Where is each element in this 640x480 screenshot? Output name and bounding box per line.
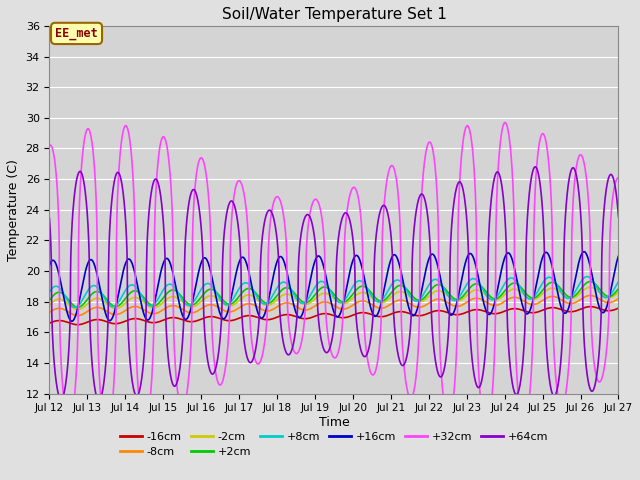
+32cm <box>580 162 588 168</box>
+8cm <box>500 283 508 288</box>
-16cm <box>205 314 212 320</box>
Line: -2cm: -2cm <box>49 288 618 310</box>
+8cm <box>564 296 572 301</box>
+32cm <box>364 353 371 359</box>
+16cm <box>68 318 76 324</box>
-2cm <box>614 289 622 295</box>
-8cm <box>351 301 358 307</box>
Line: -16cm: -16cm <box>49 307 618 324</box>
+2cm <box>564 294 572 300</box>
Line: -8cm: -8cm <box>49 296 618 315</box>
-16cm <box>587 304 595 310</box>
+64cm <box>351 261 358 266</box>
+16cm <box>205 261 212 266</box>
+2cm <box>74 304 82 310</box>
-16cm <box>564 309 572 314</box>
+16cm <box>564 306 572 312</box>
Line: +8cm: +8cm <box>49 276 618 307</box>
+16cm <box>364 289 371 295</box>
-16cm <box>580 305 588 311</box>
+2cm <box>364 285 371 291</box>
+2cm <box>580 282 588 288</box>
+16cm <box>614 253 622 259</box>
-16cm <box>364 310 371 316</box>
Legend: -16cm, -8cm, -2cm, +2cm, +8cm, +16cm, +32cm, +64cm: -16cm, -8cm, -2cm, +2cm, +8cm, +16cm, +3… <box>116 427 552 462</box>
-8cm <box>74 312 81 318</box>
Line: +16cm: +16cm <box>49 252 618 321</box>
+16cm <box>500 258 508 264</box>
-16cm <box>74 322 81 327</box>
-2cm <box>580 287 588 293</box>
+64cm <box>95 398 103 404</box>
Y-axis label: Temperature (C): Temperature (C) <box>7 159 20 261</box>
+2cm <box>45 297 53 303</box>
+2cm <box>586 279 594 285</box>
+64cm <box>364 351 371 357</box>
Text: EE_met: EE_met <box>55 27 98 40</box>
+16cm <box>351 254 358 260</box>
+64cm <box>205 361 212 367</box>
-8cm <box>614 296 622 301</box>
-8cm <box>364 299 371 305</box>
-2cm <box>586 285 594 290</box>
+64cm <box>565 179 573 185</box>
+64cm <box>500 197 508 203</box>
+2cm <box>614 286 622 291</box>
+32cm <box>614 175 622 180</box>
Line: +32cm: +32cm <box>49 122 618 431</box>
X-axis label: Time: Time <box>319 416 349 429</box>
-16cm <box>45 320 53 326</box>
+32cm <box>103 428 111 434</box>
+8cm <box>583 274 591 279</box>
-8cm <box>564 300 572 306</box>
+8cm <box>71 304 79 310</box>
-2cm <box>351 294 358 300</box>
+64cm <box>45 216 53 221</box>
Title: Soil/Water Temperature Set 1: Soil/Water Temperature Set 1 <box>221 7 447 22</box>
+2cm <box>205 287 212 293</box>
-16cm <box>351 312 358 317</box>
-8cm <box>205 302 212 308</box>
+64cm <box>614 214 622 220</box>
+64cm <box>531 164 539 169</box>
-2cm <box>564 295 572 301</box>
-16cm <box>500 309 508 314</box>
+16cm <box>580 249 588 254</box>
+32cm <box>565 364 573 370</box>
+64cm <box>580 344 588 349</box>
+2cm <box>500 289 508 295</box>
+32cm <box>351 185 358 191</box>
Line: +64cm: +64cm <box>49 167 618 401</box>
-2cm <box>74 307 81 312</box>
+32cm <box>500 121 508 127</box>
-2cm <box>364 291 371 297</box>
+8cm <box>614 279 622 285</box>
-8cm <box>580 294 588 300</box>
+32cm <box>45 143 53 148</box>
+8cm <box>45 289 53 295</box>
+8cm <box>580 275 588 281</box>
-8cm <box>500 299 508 305</box>
-2cm <box>205 293 212 299</box>
+2cm <box>351 289 358 295</box>
-8cm <box>586 293 594 299</box>
-16cm <box>614 305 622 311</box>
+32cm <box>501 120 509 125</box>
+8cm <box>351 281 358 287</box>
-8cm <box>45 310 53 315</box>
+16cm <box>45 262 53 268</box>
Line: +2cm: +2cm <box>49 282 618 307</box>
+8cm <box>205 281 212 287</box>
+16cm <box>580 249 588 255</box>
-2cm <box>500 293 508 299</box>
+32cm <box>205 192 212 198</box>
-2cm <box>45 302 53 308</box>
+8cm <box>364 285 371 291</box>
